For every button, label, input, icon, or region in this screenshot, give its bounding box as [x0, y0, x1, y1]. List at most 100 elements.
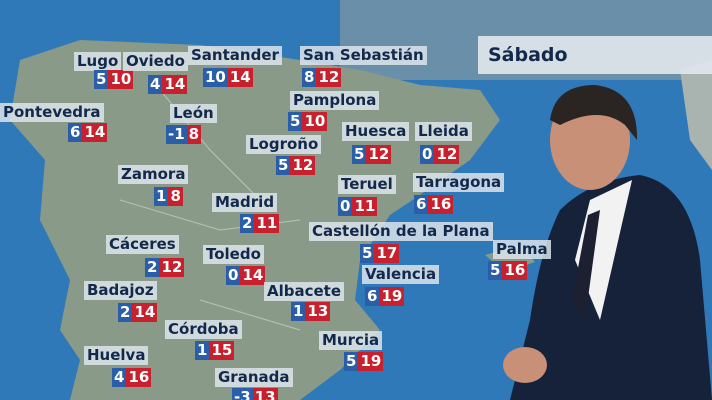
city-temps: 5 10	[94, 70, 134, 89]
max-temp: 8	[168, 187, 183, 206]
city-temps: -1 8	[166, 125, 202, 144]
city-name: Logroño	[246, 135, 322, 154]
city-name: Pontevedra	[0, 103, 104, 122]
min-temp: 10	[203, 68, 228, 87]
min-temp: 0	[338, 197, 353, 216]
city-temps: 6 19	[365, 287, 405, 306]
max-temp: 13	[252, 388, 278, 400]
min-temp: 2	[240, 214, 255, 233]
city-name: Zamora	[118, 165, 189, 184]
city-name: Pamplona	[290, 91, 380, 110]
min-temp: 6	[365, 287, 380, 306]
min-temp: 1	[154, 187, 169, 206]
city-name: Huelva	[84, 346, 149, 365]
max-temp: 14	[240, 266, 266, 285]
min-temp: 5	[288, 112, 303, 131]
city-name: Oviedo	[123, 52, 188, 71]
max-temp: 17	[374, 244, 400, 263]
max-temp: 11	[254, 214, 280, 233]
sardinia	[680, 60, 712, 170]
min-temp: 5	[360, 244, 375, 263]
city-temps: 6 16	[414, 195, 454, 214]
city-temps: 5 12	[352, 145, 392, 164]
min-temp: -3	[232, 388, 253, 400]
min-temp: 5	[344, 352, 359, 371]
city-name: Toledo	[203, 245, 264, 264]
city-temps: 4 16	[112, 368, 152, 387]
max-temp: 16	[502, 261, 528, 280]
city-temps: 5 10	[288, 112, 328, 131]
max-temp: 8	[186, 125, 202, 144]
min-temp: 5	[488, 261, 503, 280]
city-temps: 5 12	[276, 156, 316, 175]
city-name: Madrid	[212, 193, 278, 212]
max-temp: 11	[352, 197, 378, 216]
city-temps: 2 14	[118, 303, 158, 322]
city-name: Córdoba	[165, 320, 242, 339]
day-title: Sábado	[478, 36, 712, 74]
max-temp: 19	[358, 352, 384, 371]
max-temp: 12	[290, 156, 316, 175]
city-temps: 8 12	[302, 68, 342, 87]
min-temp: 5	[352, 145, 367, 164]
city-temps: 6 14	[68, 123, 108, 142]
max-temp: 12	[316, 68, 342, 87]
max-temp: 16	[126, 368, 152, 387]
city-temps: -3 13	[232, 388, 278, 400]
city-temps: 2 12	[145, 258, 185, 277]
city-temps: 0 11	[338, 197, 378, 216]
city-name: Teruel	[338, 175, 396, 194]
max-temp: 15	[209, 341, 235, 360]
city-name: Tarragona	[413, 173, 505, 192]
city-temps: 0 14	[226, 266, 266, 285]
presenter-tie	[572, 210, 600, 320]
city-name: León	[170, 104, 217, 123]
city-temps: 5 17	[360, 244, 400, 263]
max-temp: 10	[108, 70, 134, 89]
city-temps: 1 15	[195, 341, 235, 360]
city-name: Badajoz	[84, 281, 157, 300]
max-temp: 12	[366, 145, 392, 164]
city-temps: 5 19	[344, 352, 384, 371]
city-temps: 4 14	[148, 75, 188, 94]
min-temp: 6	[414, 195, 429, 214]
city-name: Lugo	[74, 52, 122, 71]
city-temps: 10 14	[203, 68, 253, 87]
max-temp: 16	[428, 195, 454, 214]
presenter-hands	[503, 347, 547, 383]
city-temps: 5 16	[488, 261, 528, 280]
min-temp: 1	[291, 302, 306, 321]
min-temp: 0	[226, 266, 241, 285]
presenter-hair	[550, 85, 638, 140]
city-name: Santander	[188, 46, 282, 65]
max-temp: 14	[227, 68, 253, 87]
city-name: Albacete	[264, 282, 345, 301]
city-name: Murcia	[319, 331, 383, 350]
city-name: Cáceres	[106, 235, 179, 254]
max-temp: 12	[159, 258, 185, 277]
presenter-suit	[510, 175, 712, 400]
city-name: Palma	[493, 240, 551, 259]
city-name: Valencia	[362, 265, 440, 284]
min-temp: 2	[118, 303, 133, 322]
max-temp: 14	[82, 123, 108, 142]
max-temp: 14	[162, 75, 188, 94]
min-temp: 5	[94, 70, 109, 89]
city-name: Huesca	[342, 122, 410, 141]
city-name: Lleida	[415, 122, 472, 141]
min-temp: 4	[148, 75, 163, 94]
city-name: San Sebastián	[300, 46, 427, 65]
max-temp: 19	[379, 287, 405, 306]
city-temps: 2 11	[240, 214, 280, 233]
min-temp: 4	[112, 368, 127, 387]
min-temp: 8	[302, 68, 317, 87]
city-name: Castellón de la Plana	[309, 222, 493, 241]
min-temp: 0	[420, 145, 435, 164]
max-temp: 13	[305, 302, 331, 321]
max-temp: 10	[302, 112, 328, 131]
max-temp: 14	[132, 303, 158, 322]
city-name: Granada	[215, 368, 293, 387]
min-temp: 2	[145, 258, 160, 277]
